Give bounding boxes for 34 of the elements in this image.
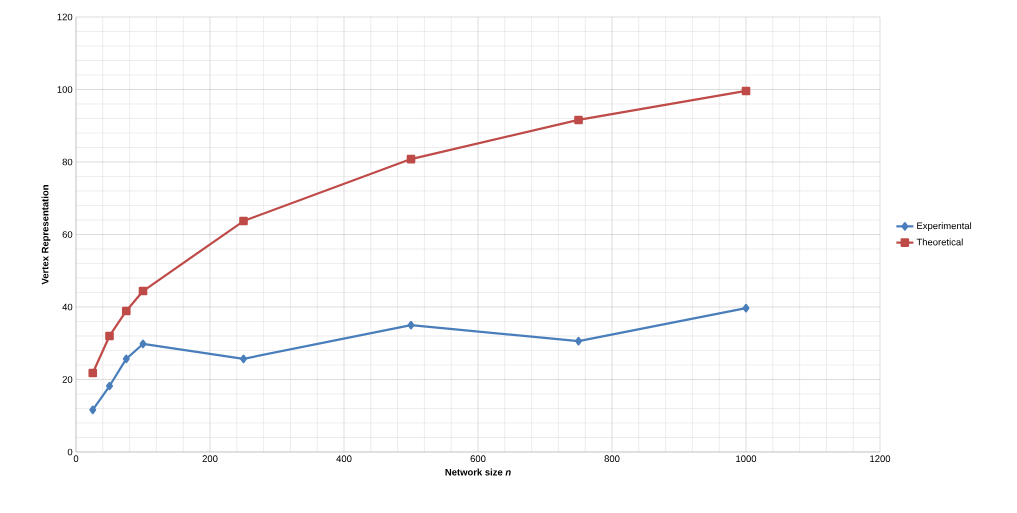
point <box>239 216 248 226</box>
x-tick-label: 1000 <box>736 455 757 463</box>
point <box>742 303 750 313</box>
point <box>138 286 148 296</box>
point <box>240 354 248 364</box>
y-tick-label: 0 <box>67 448 73 456</box>
y-tick-label: 120 <box>57 13 73 21</box>
x-tick-label: 800 <box>604 455 620 463</box>
point <box>106 381 114 391</box>
point <box>88 368 98 378</box>
point <box>89 405 97 415</box>
x-tick-label: 0 <box>73 455 79 463</box>
x-tick-label: 200 <box>202 455 218 463</box>
point <box>407 320 415 330</box>
point <box>139 339 147 349</box>
point <box>574 115 583 125</box>
x-tick-label: 600 <box>470 455 486 463</box>
point <box>741 86 751 96</box>
x-tick-label: 1200 <box>870 455 891 463</box>
x-tick-label: 400 <box>336 455 352 463</box>
point <box>105 331 114 341</box>
point <box>121 306 131 316</box>
y-axis-title: Vertex Representation <box>41 185 51 285</box>
y-tick-label: 60 <box>62 231 73 238</box>
y-tick-label: 40 <box>62 303 73 311</box>
y-tick-label: 100 <box>57 86 73 93</box>
y-tick-label: 80 <box>62 158 73 166</box>
y-tick-label: 20 <box>62 376 73 383</box>
point <box>406 154 416 164</box>
legend-label: Experimental <box>917 222 972 232</box>
point <box>575 336 583 346</box>
point <box>122 354 130 364</box>
legend-label: Theoretical <box>916 238 963 246</box>
x-axis-title: Network size n <box>445 468 511 476</box>
